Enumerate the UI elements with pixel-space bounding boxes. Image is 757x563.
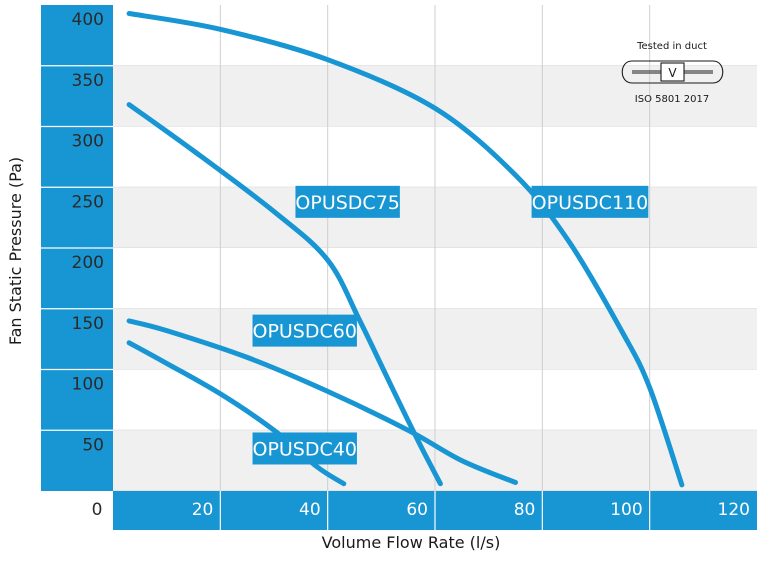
x-tick-label: 80: [514, 500, 536, 520]
series-line-opusdc40: [126, 340, 347, 487]
y-tick-label: 50: [82, 435, 104, 455]
x-tick-label: 40: [299, 500, 321, 520]
y-tick-label: 400: [72, 10, 104, 30]
duct-icon: [621, 60, 724, 84]
series-line-opusdc110: [126, 11, 685, 488]
y-tick-label: 350: [72, 71, 104, 91]
series-label-opusdc110: OPUSDC110: [531, 185, 649, 218]
series-label-text: OPUSDC110: [532, 192, 649, 214]
badge-title: Tested in duct: [636, 41, 707, 52]
y-tick-label: 200: [72, 253, 104, 273]
series-label-box: [531, 185, 649, 218]
badge-symbol-box: [660, 62, 685, 82]
x-tick-label: 60: [406, 500, 428, 520]
x-tick-label: 100: [610, 500, 642, 520]
series-label-box: [295, 185, 400, 218]
series-label-text: OPUSDC60: [252, 321, 356, 343]
badge-standard: ISO 5801 2017: [635, 94, 709, 105]
series-label-opusdc40: OPUSDC40: [252, 432, 357, 465]
series-label-box: [252, 432, 357, 465]
x-axis-label: Volume Flow Rate (l/s): [322, 533, 501, 552]
series-lines: [126, 11, 685, 488]
y-tick-label: 250: [72, 192, 104, 212]
series-label-text: OPUSDC40: [252, 438, 356, 460]
y-tick-label: 100: [72, 375, 104, 395]
x-tick-label: 20: [192, 500, 214, 520]
y-tick-labels: 400 350 300 250 200 150 100 50: [41, 10, 113, 455]
origin-tick-label: 0: [92, 500, 103, 520]
series-line-opusdc60: [126, 318, 518, 485]
y-tick-label: 150: [72, 314, 104, 334]
badge-symbol: V: [668, 66, 677, 80]
series-labels: OPUSDC110 OPUSDC75 OPUSDC60 OPUSDC40: [252, 185, 649, 465]
y-axis-label: Fan Static Pressure (Pa): [6, 157, 25, 345]
series-label-text: OPUSDC75: [295, 192, 399, 214]
y-tick-label: 300: [72, 132, 104, 152]
series-label-opusdc60: OPUSDC60: [252, 314, 357, 347]
tested-in-duct-badge: Tested in duct V ISO 5801 2017: [621, 41, 724, 105]
x-tick-labels: 20 40 60 80 100 120: [192, 491, 750, 530]
series-label-box: [252, 314, 357, 347]
x-tick-label: 120: [718, 500, 750, 520]
series-label-opusdc75: OPUSDC75: [295, 185, 400, 218]
vertical-gridlines: [219, 5, 651, 491]
